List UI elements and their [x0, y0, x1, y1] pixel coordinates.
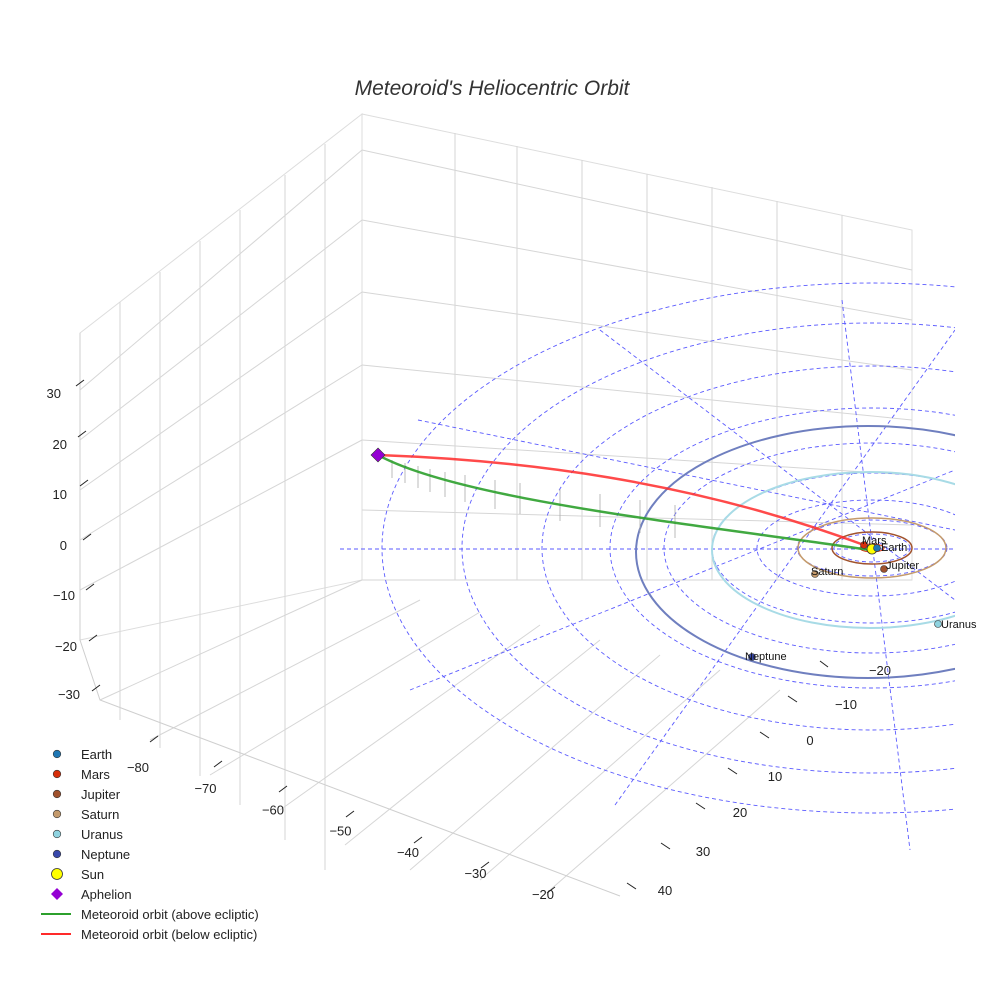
z-axis-tick-marks: [75, 379, 101, 692]
legend-swatch: [51, 888, 63, 900]
uranus-label: Uranus: [941, 619, 977, 631]
neptune-label: Neptune: [745, 651, 787, 663]
saturn-orbit: [797, 517, 947, 579]
z-tick-label: 20: [53, 437, 67, 452]
x-tick-label: −60: [262, 802, 284, 817]
planet-markers: [748, 541, 942, 661]
z-tick-label: −30: [58, 687, 80, 702]
y-tick-label: 0: [806, 733, 813, 748]
jupiter-orbit: [831, 531, 913, 565]
y-tick-label: −20: [869, 663, 891, 678]
legend-label: Saturn: [81, 807, 119, 822]
legend-swatch: [52, 809, 62, 819]
axes: −80 −70 −60 −50 −40 −30 −20 −20 −10 0 10 20 30 40: [47, 379, 891, 902]
x-axis: −80 −70 −60 −50 −40 −30 −20: [127, 735, 556, 902]
z-tick-label: 10: [53, 487, 67, 502]
legend-label: Neptune: [81, 847, 130, 862]
neptune-marker: [748, 653, 756, 661]
saturn-label: Saturn: [811, 566, 843, 578]
saturn-marker: [811, 570, 819, 578]
y-tick-label: 20: [733, 805, 747, 820]
mars-marker: [860, 541, 868, 549]
uranus-orbit: [711, 471, 955, 629]
legend-item: Meteoroid orbit (below ecliptic): [41, 927, 257, 942]
ecliptic-grid: [340, 282, 955, 851]
legend-item: Uranus: [52, 827, 123, 842]
legend-item: Sun: [51, 867, 104, 882]
y-tick-label: −10: [835, 697, 857, 712]
neptune-orbit: [635, 425, 955, 679]
x-tick-label: −30: [464, 866, 486, 881]
x-tick-label: −40: [397, 845, 419, 860]
legend-swatch: [52, 849, 62, 859]
legend-item: Saturn: [52, 807, 119, 822]
y-axis: −20 −10 0 10 20 30 40: [626, 660, 891, 898]
earth-label: Earth: [881, 542, 907, 554]
jupiter-label: Jupiter: [886, 560, 919, 572]
legend-swatch: [52, 769, 62, 779]
aphelion-marker: [370, 447, 386, 463]
chart-title: Meteoroid's Heliocentric Orbit: [355, 77, 631, 100]
legend: Earth Mars Jupiter Saturn Uranus Neptune Sun Ap…: [41, 747, 259, 942]
legend-label: Mars: [81, 767, 110, 782]
z-tick-label: 30: [47, 386, 61, 401]
mars-label: Mars: [862, 535, 887, 547]
legend-label: Aphelion: [81, 887, 132, 902]
planet-orbits: [635, 425, 955, 679]
x-tick-label: −70: [194, 781, 216, 796]
legend-item: Jupiter: [52, 787, 121, 802]
legend-item: Neptune: [52, 847, 130, 862]
meteoroid-orbit-above-line: [377, 453, 871, 552]
x-tick-label: −80: [127, 760, 149, 775]
legend-item: Meteoroid orbit (above ecliptic): [41, 907, 259, 922]
y-tick-label: 10: [768, 769, 782, 784]
legend-item: Mars: [52, 767, 110, 782]
legend-label: Sun: [81, 867, 104, 882]
jupiter-marker: [880, 565, 888, 573]
x-axis-tick-marks: [149, 735, 556, 894]
z-tick-label: −20: [55, 639, 77, 654]
legend-label: Meteoroid orbit (below ecliptic): [81, 927, 257, 942]
front-edges: [79, 333, 621, 897]
x-tick-label: −20: [532, 887, 554, 902]
legend-label: Jupiter: [81, 787, 121, 802]
y-axis-tick-marks: [626, 660, 829, 890]
z-tick-label: 0: [60, 538, 67, 553]
legend-swatch: [51, 868, 63, 880]
legend-label: Earth: [81, 747, 112, 762]
z-tick-label: −10: [53, 588, 75, 603]
legend-item: Aphelion: [51, 887, 132, 902]
legend-swatch: [52, 829, 62, 839]
legend-swatch: [52, 749, 62, 759]
x-tick-label: −50: [329, 824, 351, 839]
uranus-marker: [934, 620, 942, 628]
legend-swatch: [52, 789, 62, 799]
z-axis: 30 20 10 0 −10 −20 −30: [47, 379, 101, 702]
legend-label: Meteoroid orbit (above ecliptic): [81, 907, 259, 922]
legend-label: Uranus: [81, 827, 123, 842]
earth-marker: [873, 544, 881, 552]
meteoroid-orbit-below-line: [377, 453, 865, 547]
y-tick-label: 40: [658, 883, 672, 898]
right-back-pane: [361, 113, 913, 581]
left-back-pane: [79, 112, 363, 641]
axis-panes: [79, 112, 913, 897]
y-tick-label: 30: [696, 844, 710, 859]
legend-item: Earth: [52, 747, 112, 762]
